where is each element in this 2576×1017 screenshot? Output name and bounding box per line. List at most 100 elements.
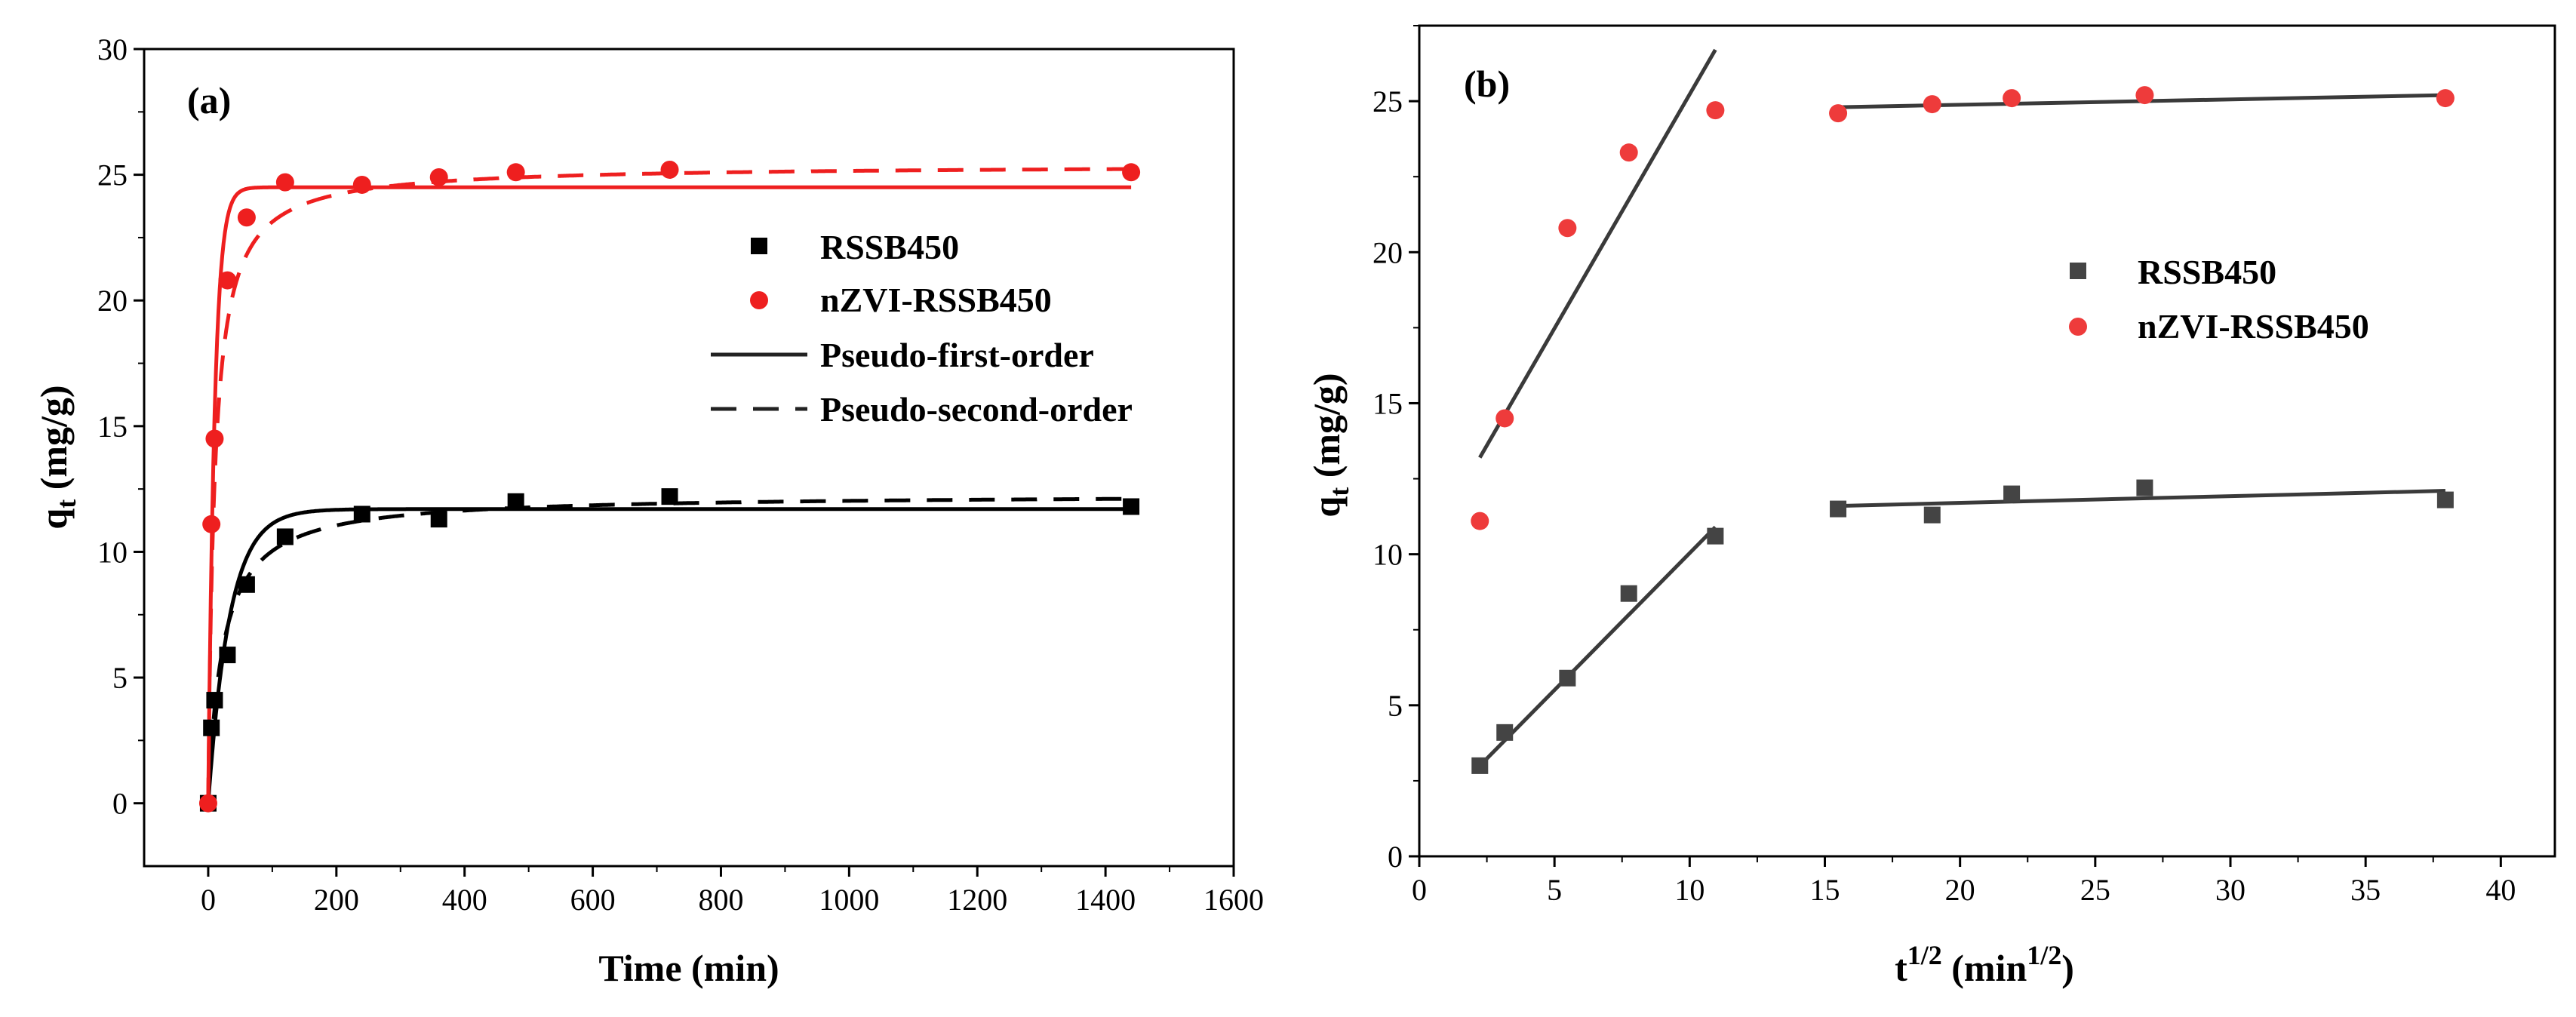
data-point-nzvi-rssb450 — [1619, 143, 1638, 162]
data-point-nzvi-rssb450 — [1122, 163, 1141, 182]
data-point-rssb450 — [219, 647, 236, 664]
panel-b-x-axis-unit-close: ) — [2061, 947, 2074, 989]
panel-a-y-axis-title: qt (mg/g) — [32, 385, 81, 529]
panel-b-plot-area — [1471, 48, 2455, 774]
panel-a-y-axis-sub: t — [51, 499, 81, 508]
data-point-nzvi-rssb450 — [2003, 89, 2021, 108]
panel-b-y-axis-unit: (mg/g) — [1305, 373, 1348, 487]
data-point-rssb450 — [2136, 479, 2153, 496]
pseudo-second-order-fit-nzvi-rssb450 — [206, 167, 1132, 803]
data-point-rssb450 — [238, 576, 255, 593]
y-tick-label: 15 — [97, 410, 128, 444]
panel-a-frame — [143, 48, 1235, 868]
data-point-rssb450 — [1496, 724, 1514, 741]
panel-b-y-axis-sub: t — [1324, 487, 1354, 496]
data-point-rssb450 — [206, 692, 223, 709]
data-point-nzvi-rssb450 — [237, 208, 256, 227]
data-point-rssb450 — [1620, 585, 1637, 602]
legend-marker-nzvi-rssb450 — [750, 291, 768, 309]
x-tick-label: 40 — [2485, 873, 2516, 907]
panel-a-y-axis-q: q — [32, 508, 75, 530]
x-tick-label: 0 — [1412, 873, 1427, 907]
data-point-rssb450 — [661, 488, 678, 505]
data-point-rssb450 — [203, 719, 220, 736]
data-point-rssb450 — [1471, 757, 1489, 774]
legend-label-pseudo-first-order: Pseudo-first-order — [820, 336, 1094, 374]
data-point-rssb450 — [1559, 669, 1576, 687]
legend-b-marker-rssb450 — [2070, 263, 2086, 279]
data-point-rssb450 — [353, 505, 370, 523]
data-point-nzvi-rssb450 — [275, 173, 294, 192]
panel-a: 0 200 400 600 800 1000 1200 1400 1600 0 5 10 15 20 25… — [32, 32, 1264, 989]
intraparticle-fit-line-rssb450 — [1478, 525, 1717, 767]
x-tick-label: 1400 — [1075, 883, 1136, 917]
pseudo-second-order-fit-rssb450 — [206, 496, 1132, 803]
data-point-nzvi-rssb450 — [506, 163, 525, 182]
legend-b-label-rssb450: RSSB450 — [2138, 253, 2276, 291]
panel-b-x-axis-title: t1/2 (min1/2) — [1895, 940, 2074, 989]
data-point-nzvi-rssb450 — [429, 167, 448, 186]
data-point-nzvi-rssb450 — [1495, 409, 1514, 428]
data-point-rssb450 — [1123, 498, 1140, 515]
data-point-nzvi-rssb450 — [1706, 101, 1725, 120]
panel-b-x-axis-t: t — [1895, 947, 1907, 989]
panel-b-y-ticks: 0 5 10 15 20 25 — [1373, 25, 1419, 874]
x-tick-label: 200 — [314, 883, 359, 917]
legend-marker-rssb450 — [751, 238, 767, 254]
y-tick-label: 15 — [1373, 386, 1403, 420]
data-point-nzvi-rssb450 — [1829, 104, 1848, 123]
legend-b-label-nzvi-rssb450: nZVI-RSSB450 — [2138, 307, 2369, 346]
panel-a-x-ticks: 0 200 400 600 800 1000 1200 1400 1600 — [201, 866, 1264, 917]
data-point-rssb450 — [1923, 506, 1941, 524]
y-tick-label: 5 — [1388, 689, 1403, 723]
panel-b-y-axis-q: q — [1305, 496, 1348, 518]
y-tick-label: 25 — [1373, 84, 1403, 118]
x-tick-label: 30 — [2215, 873, 2246, 907]
y-tick-label: 0 — [1388, 840, 1403, 874]
pseudo-first-order-fit-rssb450 — [206, 507, 1132, 803]
data-point-rssb450 — [1830, 500, 1847, 518]
data-point-nzvi-rssb450 — [660, 160, 679, 179]
x-tick-label: 1000 — [819, 883, 879, 917]
x-tick-label: 0 — [201, 883, 216, 917]
y-tick-label: 10 — [97, 535, 128, 569]
panel-a-y-axis-unit: (mg/g) — [32, 385, 75, 499]
legend-label-nzvi-rssb450: nZVI-RSSB450 — [820, 281, 1052, 319]
data-point-rssb450 — [430, 511, 447, 528]
panel-b-label: (b) — [1464, 63, 1510, 105]
panel-a-plot-area — [198, 160, 1141, 813]
y-tick-label: 20 — [97, 284, 128, 318]
y-tick-label: 30 — [97, 32, 128, 66]
data-point-nzvi-rssb450 — [218, 271, 237, 290]
x-tick-label: 5 — [1547, 873, 1562, 907]
legend-b-marker-nzvi-rssb450 — [2069, 318, 2087, 336]
intraparticle-fit-line-rssb450 — [1837, 489, 2445, 508]
data-point-nzvi-rssb450 — [2135, 86, 2154, 105]
data-point-rssb450 — [507, 493, 524, 510]
data-point-nzvi-rssb450 — [198, 794, 217, 813]
x-tick-label: 15 — [1810, 873, 1840, 907]
legend-label-pseudo-second-order: Pseudo-second-order — [820, 390, 1133, 429]
data-point-nzvi-rssb450 — [1471, 512, 1489, 530]
y-tick-label: 5 — [112, 661, 128, 695]
panel-b-x-axis-unit-sup: 1/2 — [2027, 940, 2061, 970]
data-point-rssb450 — [2436, 491, 2454, 508]
data-point-nzvi-rssb450 — [1923, 95, 1941, 114]
x-tick-label: 400 — [442, 883, 487, 917]
panel-a-label: (a) — [187, 79, 231, 121]
panel-b-legend: RSSB450 nZVI-RSSB450 — [2069, 253, 2369, 346]
x-tick-label: 600 — [570, 883, 616, 917]
x-tick-label: 1600 — [1203, 883, 1264, 917]
y-tick-label: 25 — [97, 158, 128, 192]
data-point-rssb450 — [2003, 485, 2021, 502]
x-tick-label: 25 — [2080, 873, 2110, 907]
data-point-nzvi-rssb450 — [205, 429, 224, 448]
panel-b-x-ticks: 0 5 10 15 20 25 30 35 40 — [1412, 856, 2516, 907]
x-tick-label: 20 — [1945, 873, 1975, 907]
y-tick-label: 20 — [1373, 235, 1403, 269]
x-tick-label: 1200 — [947, 883, 1007, 917]
panel-b-x-axis-sup: 1/2 — [1907, 940, 1942, 970]
y-tick-label: 10 — [1373, 538, 1403, 572]
